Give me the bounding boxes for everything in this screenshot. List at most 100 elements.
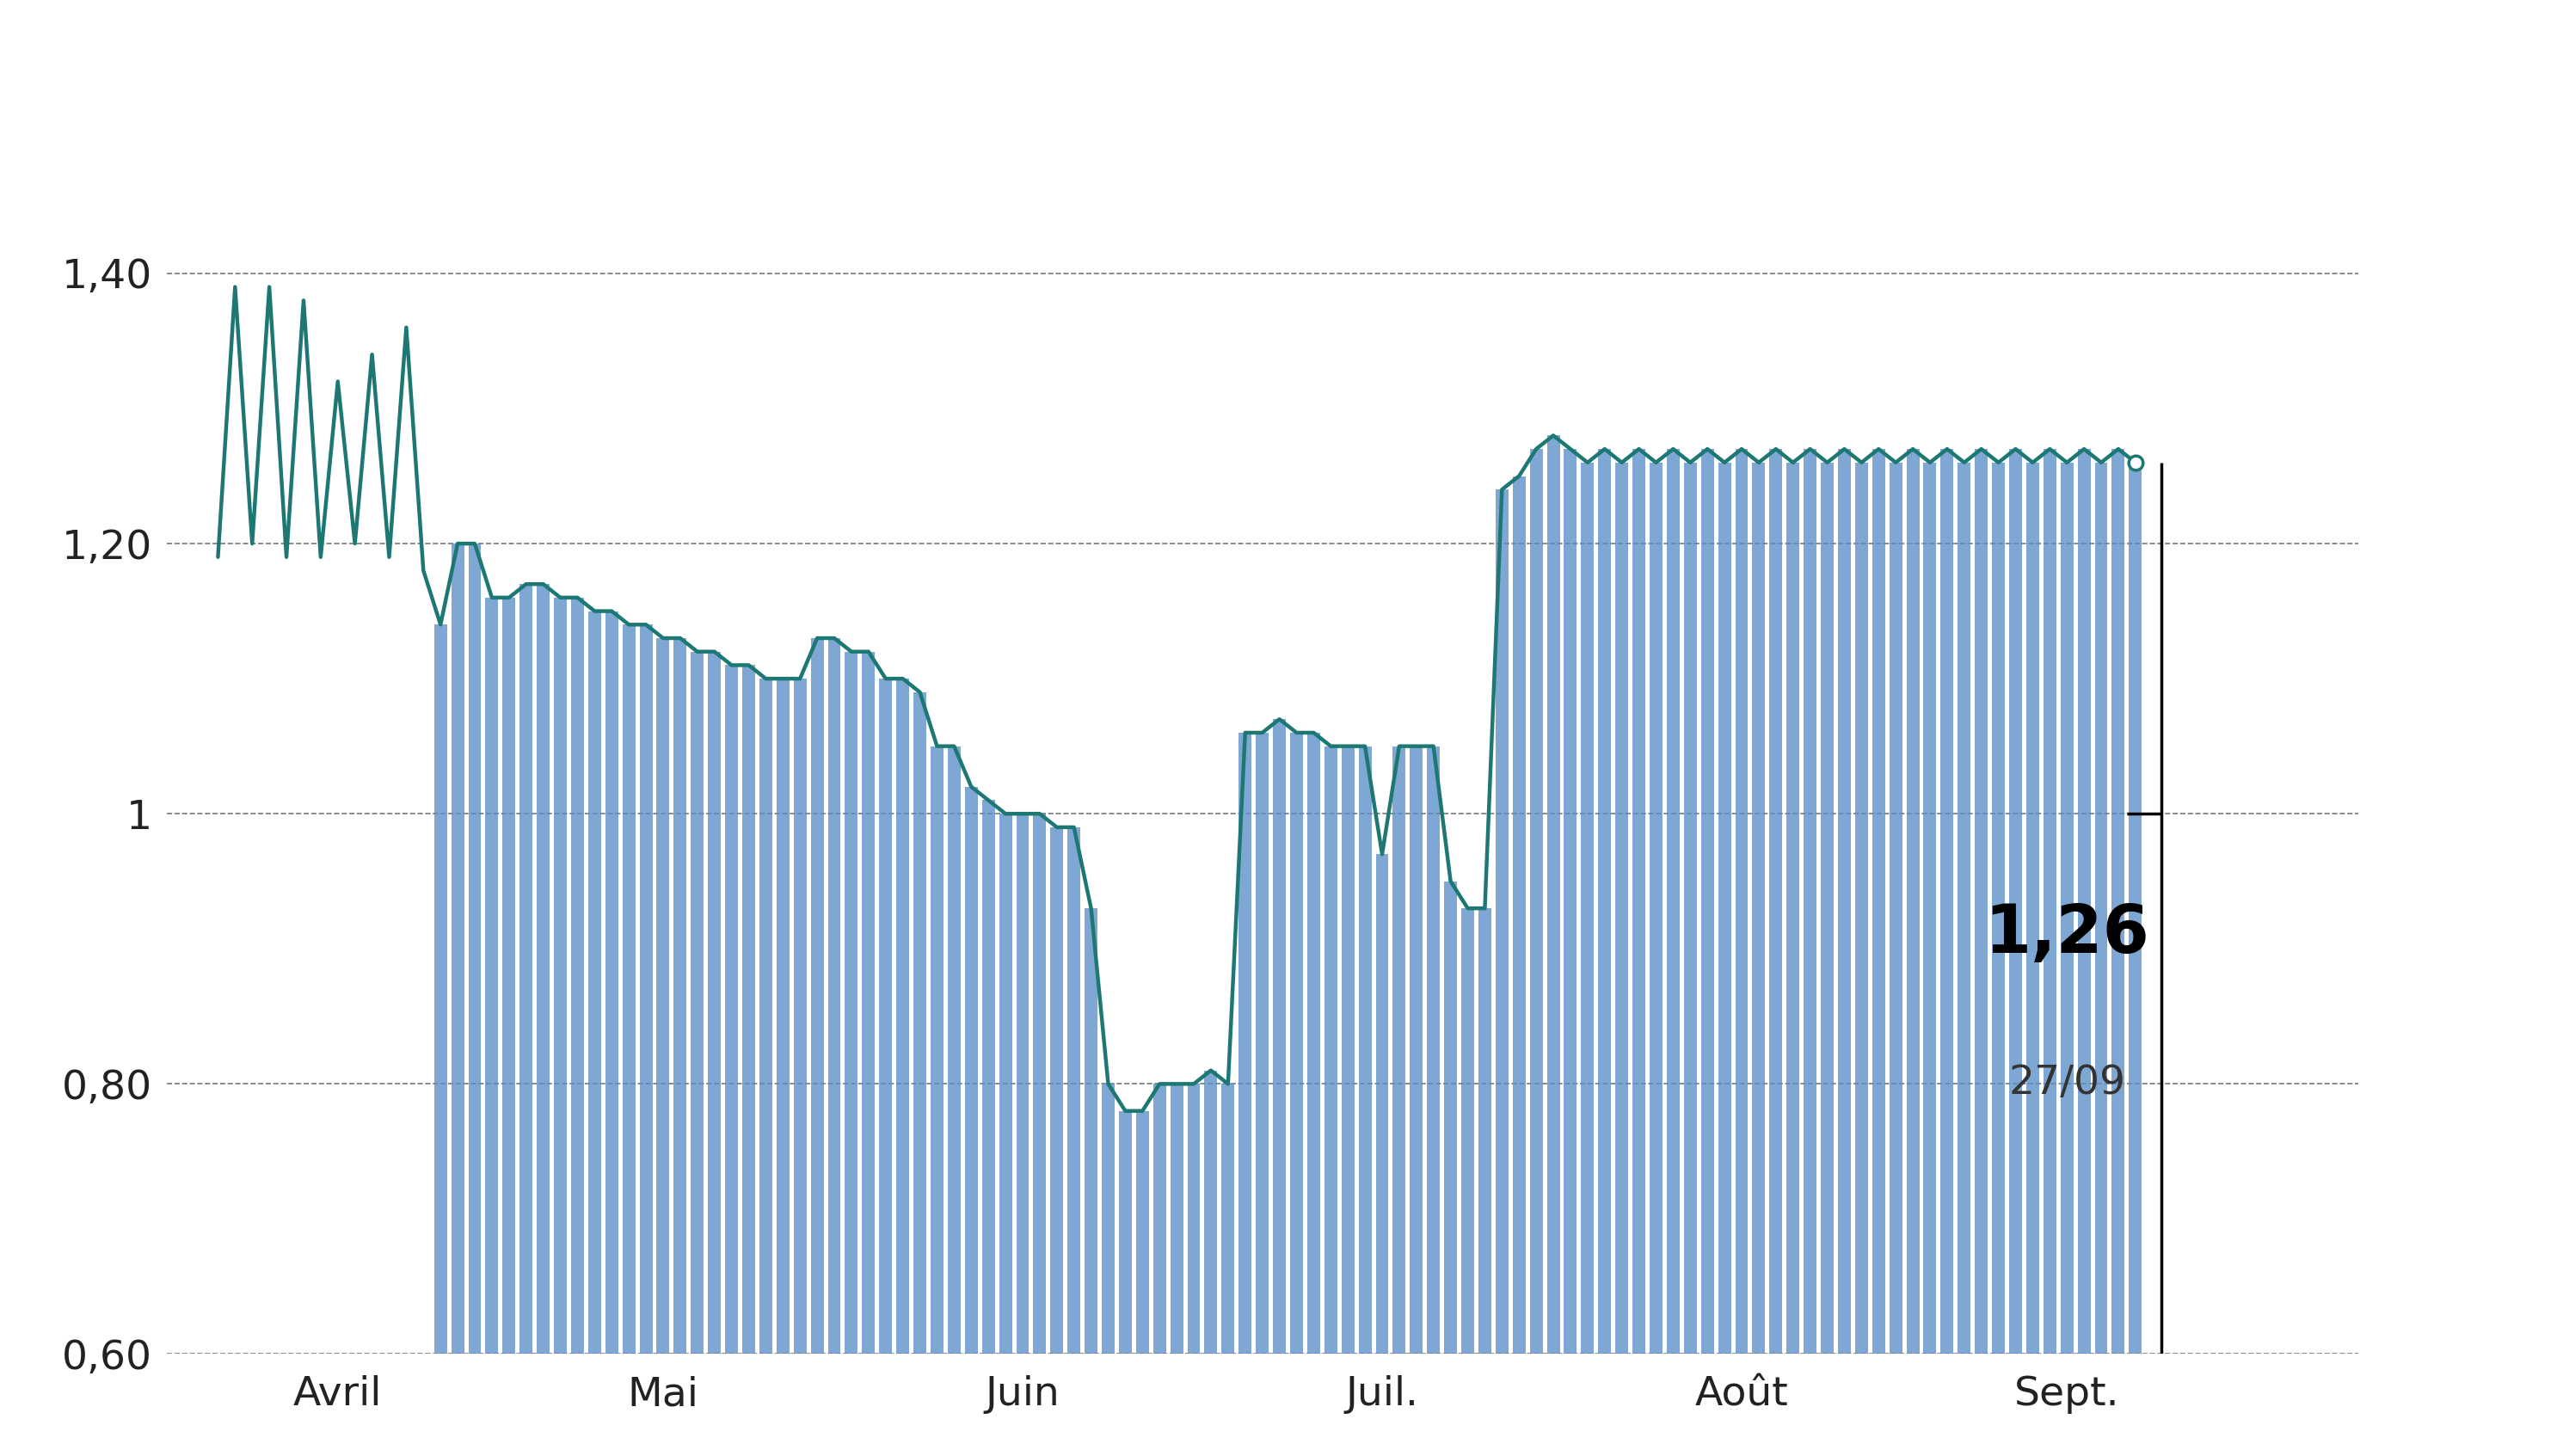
Bar xyxy=(759,678,771,1354)
Bar xyxy=(1325,745,1338,1354)
Bar xyxy=(1838,448,1850,1354)
Bar xyxy=(1976,448,1989,1354)
Bar xyxy=(1753,463,1766,1354)
Bar xyxy=(1786,463,1799,1354)
Bar xyxy=(725,665,738,1354)
Bar xyxy=(930,745,943,1354)
Bar xyxy=(1889,463,1902,1354)
Bar xyxy=(879,678,892,1354)
Bar xyxy=(520,584,533,1354)
Bar xyxy=(912,692,925,1354)
Bar xyxy=(897,678,910,1354)
Bar xyxy=(587,612,600,1354)
Bar xyxy=(1581,463,1594,1354)
Bar xyxy=(1120,1111,1133,1354)
Bar xyxy=(1633,448,1645,1354)
Bar xyxy=(1497,489,1510,1354)
Bar xyxy=(1735,448,1748,1354)
Bar xyxy=(674,638,687,1354)
Bar xyxy=(1153,1083,1166,1354)
Bar xyxy=(948,745,961,1354)
Bar xyxy=(2094,463,2107,1354)
Bar xyxy=(484,597,497,1354)
Bar xyxy=(1530,448,1543,1354)
Bar xyxy=(1991,463,2004,1354)
Bar xyxy=(1563,448,1576,1354)
Bar xyxy=(1907,448,1920,1354)
Bar xyxy=(795,678,807,1354)
Bar xyxy=(1289,732,1302,1354)
Bar xyxy=(656,638,669,1354)
Bar xyxy=(1205,1070,1217,1354)
Bar xyxy=(1768,448,1781,1354)
Bar xyxy=(1461,909,1474,1354)
Bar xyxy=(1015,814,1028,1354)
Bar xyxy=(1238,732,1251,1354)
Bar xyxy=(828,638,841,1354)
Bar xyxy=(1392,745,1405,1354)
Bar xyxy=(2130,463,2143,1354)
Bar xyxy=(641,625,654,1354)
Bar xyxy=(964,786,977,1354)
Bar xyxy=(1274,719,1287,1354)
Bar xyxy=(1512,476,1525,1354)
Bar xyxy=(1340,745,1353,1354)
Bar xyxy=(1820,463,1833,1354)
Bar xyxy=(1084,909,1097,1354)
Bar xyxy=(1102,1083,1115,1354)
Bar xyxy=(536,584,548,1354)
Bar xyxy=(1376,855,1389,1354)
Bar xyxy=(1051,827,1064,1354)
Bar xyxy=(1000,814,1012,1354)
Bar xyxy=(451,543,464,1354)
Bar xyxy=(1599,448,1612,1354)
Bar xyxy=(1428,745,1440,1354)
Bar xyxy=(623,625,636,1354)
Bar xyxy=(1033,814,1046,1354)
Bar xyxy=(1666,448,1679,1354)
Bar xyxy=(1684,463,1697,1354)
Bar xyxy=(861,652,874,1354)
Bar xyxy=(2079,448,2091,1354)
Bar xyxy=(554,597,566,1354)
Bar xyxy=(1651,463,1663,1354)
Bar xyxy=(846,652,859,1354)
Bar xyxy=(1958,463,1971,1354)
Bar xyxy=(1856,463,1868,1354)
Bar xyxy=(777,678,789,1354)
Bar xyxy=(1410,745,1422,1354)
Text: SODITECH: SODITECH xyxy=(1010,13,1553,106)
Bar xyxy=(2061,463,2073,1354)
Bar xyxy=(1479,909,1492,1354)
Bar xyxy=(572,597,584,1354)
Bar xyxy=(810,638,823,1354)
Bar xyxy=(2112,448,2125,1354)
Text: 1,26: 1,26 xyxy=(1984,901,2150,967)
Bar xyxy=(743,665,756,1354)
Bar xyxy=(1871,448,1884,1354)
Bar xyxy=(1171,1083,1184,1354)
Bar xyxy=(1256,732,1269,1354)
Bar xyxy=(1358,745,1371,1354)
Bar xyxy=(2027,463,2040,1354)
Bar xyxy=(2043,448,2056,1354)
Bar xyxy=(692,652,705,1354)
Bar xyxy=(1615,463,1628,1354)
Bar xyxy=(707,652,720,1354)
Bar xyxy=(1925,463,1938,1354)
Bar xyxy=(433,625,446,1354)
Bar xyxy=(469,543,482,1354)
Bar xyxy=(1443,881,1456,1354)
Bar xyxy=(982,801,994,1354)
Bar xyxy=(605,612,618,1354)
Bar xyxy=(1069,827,1082,1354)
Text: 27/09: 27/09 xyxy=(2009,1064,2125,1102)
Bar xyxy=(1804,448,1817,1354)
Bar xyxy=(2009,448,2022,1354)
Bar xyxy=(1135,1111,1148,1354)
Bar xyxy=(1187,1083,1199,1354)
Bar xyxy=(1307,732,1320,1354)
Bar xyxy=(1940,448,1953,1354)
Bar xyxy=(502,597,515,1354)
Bar xyxy=(1223,1083,1235,1354)
